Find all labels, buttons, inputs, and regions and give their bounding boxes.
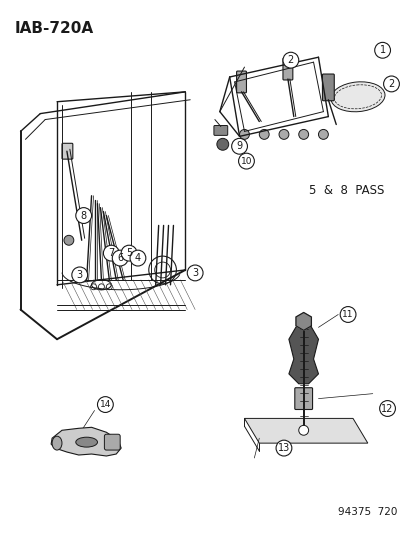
Circle shape (298, 425, 308, 435)
Text: 5  &  8  PASS: 5 & 8 PASS (308, 184, 383, 197)
Circle shape (130, 250, 145, 266)
Circle shape (339, 306, 355, 322)
Circle shape (374, 42, 389, 58)
Ellipse shape (76, 437, 97, 447)
FancyBboxPatch shape (104, 434, 120, 450)
Circle shape (379, 401, 394, 416)
Text: IAB-720A: IAB-720A (14, 21, 93, 36)
Polygon shape (288, 321, 318, 384)
Ellipse shape (52, 436, 62, 450)
Text: 13: 13 (277, 443, 290, 453)
Circle shape (383, 76, 399, 92)
Circle shape (238, 153, 254, 169)
FancyBboxPatch shape (62, 143, 73, 159)
Text: 3: 3 (76, 270, 83, 280)
Circle shape (216, 139, 228, 150)
Circle shape (231, 139, 247, 154)
Circle shape (112, 250, 128, 266)
Polygon shape (244, 418, 367, 443)
Circle shape (72, 267, 88, 283)
Polygon shape (51, 427, 121, 456)
Circle shape (278, 130, 288, 139)
Circle shape (76, 208, 91, 223)
Text: 11: 11 (342, 310, 353, 319)
Circle shape (275, 440, 291, 456)
FancyBboxPatch shape (282, 58, 292, 80)
FancyBboxPatch shape (236, 71, 246, 93)
Text: 9: 9 (236, 141, 242, 151)
Circle shape (259, 130, 268, 139)
Text: 5: 5 (126, 248, 132, 258)
Circle shape (298, 130, 308, 139)
FancyBboxPatch shape (294, 387, 312, 409)
Ellipse shape (330, 82, 384, 112)
Circle shape (103, 245, 119, 261)
Circle shape (97, 397, 113, 413)
Text: 10: 10 (240, 157, 252, 166)
Text: 4: 4 (135, 253, 141, 263)
Circle shape (121, 245, 137, 261)
Text: 7: 7 (108, 248, 114, 258)
Polygon shape (295, 312, 311, 330)
Circle shape (64, 236, 74, 245)
Circle shape (282, 52, 298, 68)
Circle shape (239, 130, 249, 139)
Text: 1: 1 (379, 45, 385, 55)
Circle shape (318, 130, 328, 139)
Text: 14: 14 (100, 400, 111, 409)
Text: 12: 12 (380, 403, 393, 414)
Text: 3: 3 (192, 268, 198, 278)
FancyBboxPatch shape (214, 125, 227, 135)
Text: 94375  720: 94375 720 (337, 507, 396, 518)
Text: 2: 2 (287, 55, 293, 65)
Text: 8: 8 (81, 211, 87, 221)
Circle shape (187, 265, 202, 281)
FancyBboxPatch shape (322, 74, 333, 101)
Text: 6: 6 (117, 253, 123, 263)
Text: 2: 2 (387, 79, 394, 89)
